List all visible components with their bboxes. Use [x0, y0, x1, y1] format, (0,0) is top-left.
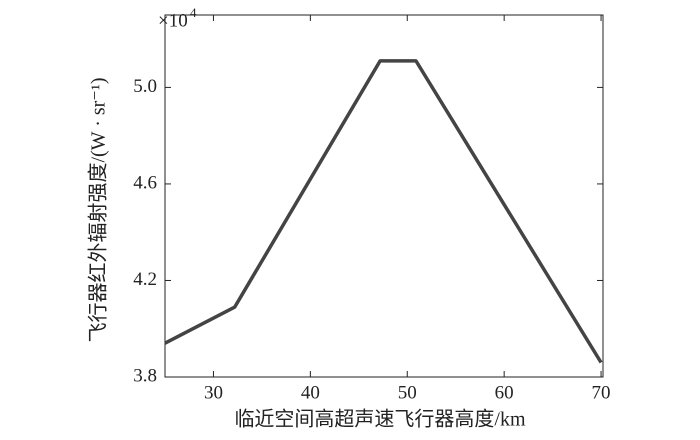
y-tick-label: 4.2: [133, 269, 157, 290]
plot-frame: [164, 14, 604, 378]
x-tick-label: 30: [204, 382, 223, 403]
y-multiplier-base: ×10: [158, 10, 188, 31]
x-axis-label: 临近空间高超声速飞行器高度/km: [234, 408, 526, 431]
x-tick-label: 70: [592, 382, 611, 403]
y-tick-label: 5.0: [133, 76, 157, 97]
y-tick-label: 4.6: [133, 172, 157, 193]
y-multiplier-exponent: 4: [190, 5, 197, 20]
data-line: [164, 59, 603, 364]
y-tick-label: 3.8: [133, 365, 157, 386]
x-tick-label: 40: [301, 382, 320, 403]
y-axis-label: 飞行器红外辐射强度/(W · sr⁻¹): [87, 77, 110, 342]
x-tick-label: 60: [495, 382, 514, 403]
x-tick-label: 50: [398, 382, 417, 403]
